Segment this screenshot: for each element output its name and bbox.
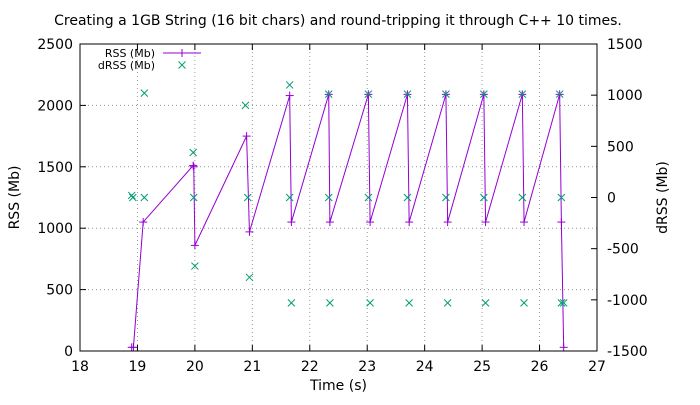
grid-lines <box>80 44 597 351</box>
plot-border <box>79 43 598 352</box>
y2-tick-label: -1500 <box>607 344 648 360</box>
drss-point <box>479 90 488 98</box>
rss-point <box>190 241 199 250</box>
rss-point <box>520 218 529 227</box>
rss-point <box>559 343 568 352</box>
rss-point <box>405 218 414 227</box>
rss-point <box>189 161 198 170</box>
y2-tick-label: -1000 <box>607 293 648 309</box>
rss-point <box>242 132 251 141</box>
rss-point <box>481 218 490 227</box>
drss-point <box>442 193 450 202</box>
rss-point <box>557 218 566 227</box>
x-tick-label: 23 <box>358 359 376 375</box>
drss-point <box>287 299 296 307</box>
x-tick-label: 26 <box>531 359 549 375</box>
x-tick-label: 27 <box>588 359 606 375</box>
y2-tick-label: 500 <box>607 139 634 155</box>
rss-line <box>131 94 565 348</box>
x-tick-label: 21 <box>243 359 261 375</box>
drss-point <box>366 299 374 307</box>
x-axis-label: Time (s) <box>309 378 367 394</box>
x-tick-label: 25 <box>473 359 491 375</box>
y2-axis-label: dRSS (Mb) <box>655 161 671 234</box>
drss-point <box>364 90 373 98</box>
y-tick-label: 1500 <box>37 160 73 176</box>
y2-tick-label: 1500 <box>607 37 643 53</box>
legend-label: RSS (Mb) <box>105 47 155 60</box>
axis-layer: 18 19 20 21 22 23 24 25 26 27 0 500 1000 1500 2000 2500… <box>37 37 647 375</box>
legend-marker <box>178 61 186 69</box>
series-0 <box>127 90 568 352</box>
drss-point <box>442 90 450 98</box>
x-tick-label: 19 <box>129 359 147 375</box>
drss-point <box>405 299 414 307</box>
drss-point <box>481 299 490 307</box>
y2-tick-label: 0 <box>607 191 616 207</box>
y-tick-label: 500 <box>46 283 73 299</box>
x-tick-label: 24 <box>416 359 434 375</box>
drss-point <box>555 90 564 98</box>
drss-point <box>324 193 333 202</box>
drss-point <box>403 193 412 202</box>
rss-point <box>245 227 254 236</box>
drss-point <box>324 90 333 98</box>
drss-point <box>191 262 199 270</box>
legend: RSS (Mb)dRSS (Mb) <box>98 47 201 72</box>
series-1 <box>127 81 568 307</box>
rss-point <box>443 218 452 227</box>
drss-point <box>557 193 566 202</box>
drss-point <box>326 299 334 307</box>
rss-point <box>366 218 375 227</box>
drss-point <box>285 81 294 89</box>
drss-point <box>128 193 137 202</box>
drss-point <box>443 299 452 307</box>
rss-point <box>189 162 198 171</box>
y-axis-label: RSS (Mb) <box>7 166 23 230</box>
drss-point <box>285 193 294 202</box>
y2-tick-label: -500 <box>607 242 639 258</box>
x-tick-label: 22 <box>301 359 319 375</box>
legend-marker <box>178 49 186 57</box>
x-tick-label: 20 <box>186 359 204 375</box>
drss-point <box>557 299 566 307</box>
drss-point <box>189 193 198 202</box>
drss-point <box>140 193 149 202</box>
rss-point <box>129 343 138 352</box>
drss-point <box>518 193 527 202</box>
drss-point <box>189 148 198 157</box>
rss-point <box>285 91 294 100</box>
drss-point <box>403 90 412 98</box>
drss-point <box>245 273 254 282</box>
drss-point <box>241 101 250 110</box>
rss-point <box>287 218 296 227</box>
drss-point <box>518 90 527 98</box>
drss-point <box>140 89 149 97</box>
drss-point <box>127 191 136 200</box>
rss-point <box>325 218 334 227</box>
drss-point <box>559 299 568 307</box>
y-tick-label: 1000 <box>37 221 73 237</box>
series-layer <box>127 81 568 352</box>
y-tick-label: 2500 <box>37 37 73 53</box>
chart-title: Creating a 1GB String (16 bit chars) and… <box>54 13 622 29</box>
drss-point <box>520 299 528 307</box>
y2-tick-label: 1000 <box>607 88 643 104</box>
y-tick-label: 2000 <box>37 98 73 114</box>
drss-point <box>364 193 373 202</box>
x-tick-label: 18 <box>71 359 89 375</box>
rss-point <box>139 218 148 227</box>
y-tick-label: 0 <box>64 344 73 360</box>
legend-label: dRSS (Mb) <box>98 59 155 72</box>
drss-point <box>479 193 488 202</box>
drss-point <box>243 193 252 202</box>
